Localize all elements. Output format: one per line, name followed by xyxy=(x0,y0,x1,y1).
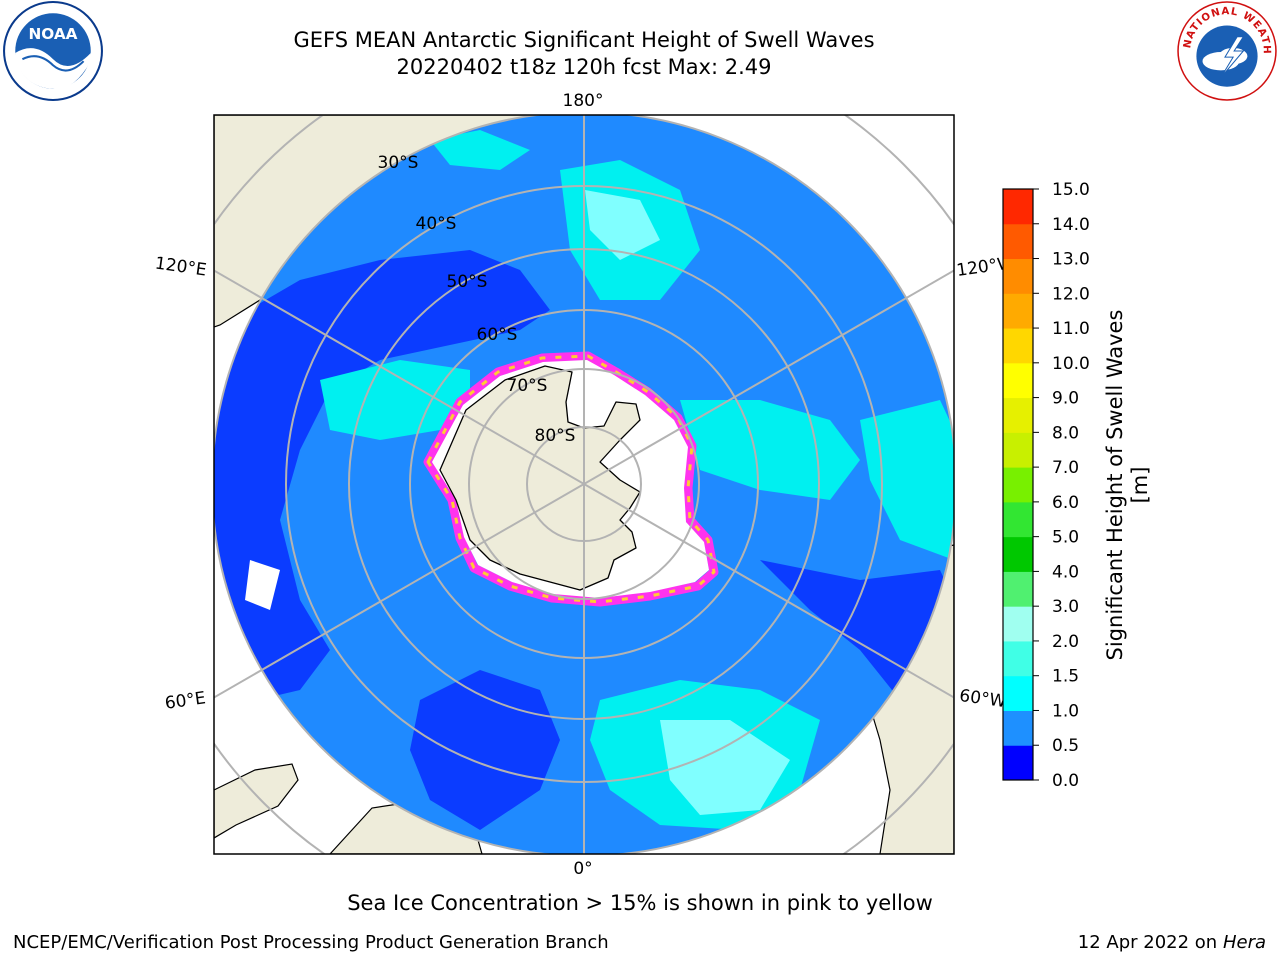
lon-label-60e: 60°E xyxy=(164,688,207,713)
noaa-logo-icon: NOAA xyxy=(3,1,103,101)
colorbar-segment xyxy=(1003,397,1033,433)
colorbar-tick-label: 7.0 xyxy=(1052,458,1079,478)
colorbar-segment xyxy=(1003,745,1033,781)
colorbar-tick-label: 12.0 xyxy=(1052,284,1090,304)
lon-label-0: 0° xyxy=(573,859,592,879)
colorbar-tick-label: 0.0 xyxy=(1052,771,1079,791)
lon-label-180: 180° xyxy=(563,91,604,111)
colorbar-segment xyxy=(1003,606,1033,642)
noaa-logo-text: NOAA xyxy=(28,25,77,43)
lat-label-60s: 60°S xyxy=(477,325,518,345)
footer-date: 12 Apr 2022 on Hera xyxy=(1078,932,1266,953)
chart-title-line1: GEFS MEAN Antarctic Significant Height o… xyxy=(293,28,875,52)
lat-label-70s: 70°S xyxy=(507,376,548,396)
colorbar-frame xyxy=(1002,188,1034,781)
ocean-swell-mid-far-east xyxy=(860,400,954,560)
lat-label-50s: 50°S xyxy=(447,272,488,292)
land-antarctica xyxy=(439,365,641,591)
colorbar-segment xyxy=(1003,328,1033,364)
footer-credit: NCEP/EMC/Verification Post Processing Pr… xyxy=(13,932,609,953)
colorbar-tick-label: 2.0 xyxy=(1052,632,1079,652)
lat-label-40s: 40°S xyxy=(416,214,457,234)
map-frame xyxy=(213,114,955,855)
colorbar-segment xyxy=(1003,710,1033,746)
lat-label-30s: 30°S xyxy=(378,153,419,173)
colorbar-tick-label: 14.0 xyxy=(1052,215,1090,235)
colorbar-segment xyxy=(1003,223,1033,260)
colorbar-tick-label: 5.0 xyxy=(1052,528,1079,548)
ocean-ice-patch xyxy=(245,560,280,610)
sea-ice-edge-yellow xyxy=(426,354,716,604)
colorbar-tick-label: 15.0 xyxy=(1052,180,1090,200)
lon-label-120e: 120°E xyxy=(154,254,208,281)
colorbar-tick-label: 1.0 xyxy=(1052,701,1079,721)
graticule xyxy=(214,115,954,854)
colorbar-segment xyxy=(1003,536,1033,572)
colorbar-tick-label: 1.5 xyxy=(1052,667,1079,687)
colorbar-tick-label: 11.0 xyxy=(1052,319,1090,339)
colorbar-segment xyxy=(1003,640,1033,677)
chart-title-line2: 20220402 t18z 120h fcst Max: 2.49 xyxy=(396,55,772,79)
footer-machine-name: Hera xyxy=(1222,932,1266,953)
colorbar-tick-label: 8.0 xyxy=(1052,423,1079,443)
ocean-swell-low-west xyxy=(214,250,550,710)
colorbar-segment xyxy=(1003,467,1033,503)
lat-label-80s: 80°S xyxy=(535,426,576,446)
national-weather-service-logo-icon: NATIONAL WEATHER SERVICE xyxy=(1176,0,1277,101)
colorbar-tick-label: 0.5 xyxy=(1052,736,1079,756)
ocean-swell-mid-tasman xyxy=(430,130,530,170)
colorbar-segment xyxy=(1003,571,1033,607)
colorbar-segment xyxy=(1003,675,1033,711)
colorbar-tick-label: 6.0 xyxy=(1052,493,1079,513)
sea-ice-note: Sea Ice Concentration > 15% is shown in … xyxy=(347,891,933,915)
colorbar-tick-label: 9.0 xyxy=(1052,389,1079,409)
colorbar-tick-label: 13.0 xyxy=(1052,250,1090,270)
colorbar-segment xyxy=(1003,258,1033,294)
colorbar-tick-label: 3.0 xyxy=(1052,597,1079,617)
colorbar-segment xyxy=(1003,189,1033,225)
colorbar-title: Significant Height of Swell Waves [m] xyxy=(1103,309,1152,661)
colorbar-tick-label: 4.0 xyxy=(1052,562,1079,582)
antarctica-group xyxy=(423,351,719,607)
meridian-60e-120w xyxy=(214,269,954,699)
land-madagascar xyxy=(214,763,299,839)
colorbar: 0.0 0.5 1.0 1.5 2.0 3.0 4.0 5.0 6.0 7.0 8.0 9.0 10.0… xyxy=(1002,180,1090,791)
ocean-swell-light-north xyxy=(585,190,660,260)
colorbar-segment xyxy=(1003,362,1033,399)
ocean-swell-mid-east xyxy=(680,400,860,500)
colorbar-segment xyxy=(1003,432,1033,468)
lon-label-60w: 60°W xyxy=(958,686,1007,712)
colorbar-segment xyxy=(1003,501,1033,538)
footer-date-text: 12 Apr 2022 on xyxy=(1077,932,1223,953)
ocean-swell-light-southeast xyxy=(660,720,790,815)
colorbar-segment xyxy=(1003,293,1033,329)
colorbar-tick-label: 10.0 xyxy=(1052,354,1090,374)
